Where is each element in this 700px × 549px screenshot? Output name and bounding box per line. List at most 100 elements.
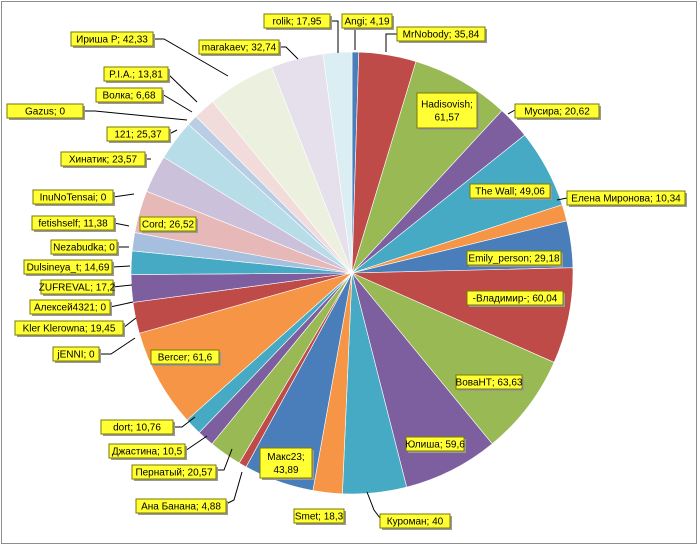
data-label: MrNobody; 35,84	[396, 26, 487, 43]
label-box	[100, 419, 174, 435]
data-label: ВоваНТ; 63,63	[455, 374, 524, 391]
label-box	[566, 190, 686, 206]
data-label: Мусира; 20,62	[514, 103, 601, 120]
data-label: Хинатик; 23,57	[60, 151, 147, 168]
label-box	[341, 13, 393, 29]
data-label-text: Алексей4321; 0	[34, 303, 107, 314]
data-label-text: Джастина; 10,5	[112, 447, 183, 458]
data-label: rolik; 17,95	[263, 13, 332, 30]
data-label: 121; 25,37	[106, 126, 171, 143]
data-label: Ана Банана; 4,88	[135, 498, 228, 515]
data-label-text: Мусира; 20,62	[524, 107, 590, 118]
data-label-text: Angi; 4,19	[344, 17, 389, 28]
data-label: Nezabudka; 0	[50, 239, 119, 256]
data-label-text: ZUFREVAL; 17,2	[39, 283, 116, 294]
label-box	[150, 349, 220, 365]
leader-line	[161, 93, 193, 113]
data-label: InuNoTensai; 0	[32, 189, 115, 206]
leader-line	[216, 448, 233, 471]
data-label: ZUFREVAL; 17,2	[39, 279, 116, 296]
data-label-text: -Владимир-; 60,04	[473, 294, 558, 305]
data-label: Smet; 18,3	[293, 508, 346, 525]
leader-line	[112, 284, 133, 288]
label-box	[6, 103, 84, 119]
data-label-text: Nezabudka; 0	[53, 243, 115, 254]
leader-line	[111, 265, 131, 268]
data-label: Angi; 4,19	[341, 13, 394, 30]
data-label-text: dort; 10,76	[113, 423, 161, 434]
label-box	[131, 464, 217, 480]
leader-line	[109, 301, 134, 308]
data-label: jENNI; 0	[52, 346, 101, 363]
data-label-text: Елена Миронова; 10,34	[571, 194, 681, 205]
data-label-text: Emily_person; 29,18	[468, 254, 560, 265]
label-box	[50, 239, 118, 255]
label-box	[14, 320, 124, 336]
label-box	[106, 126, 170, 142]
label-box	[198, 39, 280, 55]
data-label-text: Хинатик; 23,57	[69, 155, 138, 166]
label-box	[95, 87, 163, 103]
leader-line	[83, 110, 188, 121]
leader-line	[385, 33, 397, 52]
data-label-text: marakaev; 32,74	[202, 43, 277, 54]
label-box	[103, 66, 169, 82]
data-label-text: Юлиша; 59,6	[405, 440, 465, 451]
data-label: Волка; 6,68	[95, 87, 164, 104]
pie-slice	[322, 51, 353, 274]
data-labels: Angi; 4,19 MrNobody; 35,84 Hadisovish; 61,5…	[6, 13, 687, 530]
data-label-text: Ириша Р; 42,33	[76, 35, 148, 46]
data-label-text: The Wall; 49,06	[475, 187, 545, 198]
data-label-text: jENNI; 0	[56, 350, 95, 361]
data-label: The Wall; 49,06	[469, 183, 552, 200]
data-label-text: Gazus; 0	[25, 107, 65, 118]
leader-line	[366, 491, 381, 519]
data-label-text: Hadisovish; 61,57	[421, 100, 473, 124]
data-label: Hadisovish; 61,57	[416, 92, 479, 130]
label-box	[31, 215, 115, 231]
pie-slices	[130, 51, 574, 495]
data-label: Джастина; 10,5	[108, 443, 187, 460]
label-box	[108, 443, 186, 459]
data-label: fetishself; 11,38	[31, 215, 116, 232]
label-box	[52, 346, 100, 362]
data-label: Алексей4321; 0	[29, 299, 112, 316]
data-label: Юлиша; 59,6	[405, 436, 466, 453]
leader-line	[99, 337, 136, 355]
leader-line	[225, 471, 243, 505]
data-label-text: fetishself; 11,38	[38, 219, 108, 230]
data-label-text: Ана Банана; 4,88	[141, 502, 221, 513]
label-box	[32, 189, 114, 205]
label-box	[40, 279, 114, 295]
data-label: marakaev; 32,74	[198, 39, 281, 56]
label-box	[135, 498, 227, 514]
data-label-text: Пернатый; 20,57	[135, 468, 213, 479]
data-label-text: P.I.A.; 13,81	[109, 70, 163, 81]
leader-line	[279, 46, 299, 60]
label-box	[139, 216, 197, 232]
leader-line	[556, 197, 568, 201]
leader-line	[330, 20, 339, 53]
leader-line	[112, 193, 135, 198]
data-label-text: Cord; 26,52	[142, 220, 195, 231]
leader-line	[507, 109, 516, 115]
leader-line	[113, 222, 130, 227]
data-label: -Владимир-; 60,04	[466, 290, 565, 307]
data-label: Ириша Р; 42,33	[70, 31, 155, 48]
label-box	[60, 151, 146, 167]
label-box	[396, 26, 486, 42]
label-box	[293, 508, 345, 524]
data-label-text: rolik; 17,95	[273, 17, 322, 28]
data-label: Kler Klerowna; 19,45	[14, 320, 125, 337]
leader-line	[122, 317, 137, 329]
pie-slice	[351, 272, 555, 445]
label-box	[259, 447, 313, 479]
label-box	[379, 513, 451, 529]
leader-line	[184, 435, 208, 452]
label-box	[416, 92, 478, 129]
label-box	[466, 250, 562, 266]
data-label-text: ВоваНТ; 63,63	[456, 378, 523, 389]
data-label-text: Куроман; 40	[387, 517, 444, 528]
